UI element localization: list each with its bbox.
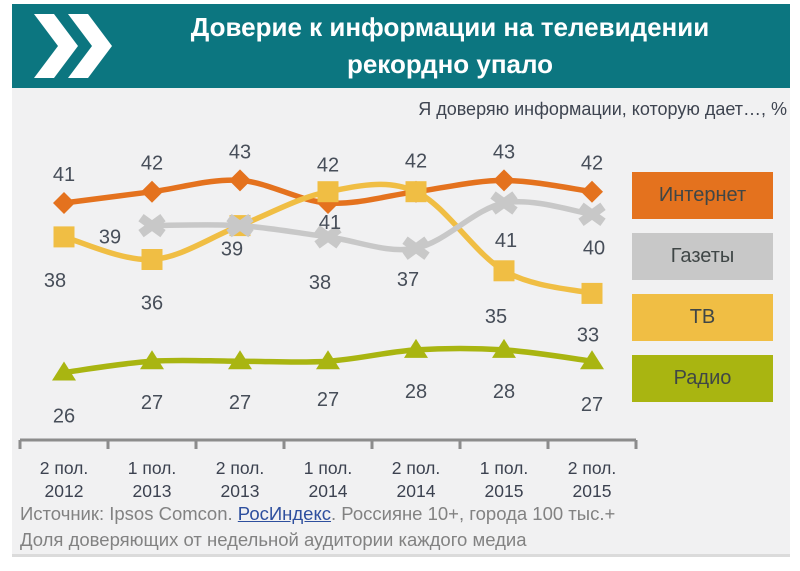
data-label: 27 (141, 392, 163, 414)
series-line-Газеты (149, 199, 595, 253)
data-label: 41 (495, 230, 517, 252)
x-marker (314, 225, 342, 249)
legend-item-Радио: Радио (632, 355, 773, 402)
data-label: 42 (405, 151, 427, 173)
x-axis-label: 1 пол. 2013 (128, 458, 177, 501)
square-marker (493, 260, 515, 282)
triangle-marker (404, 338, 428, 358)
data-label: 27 (229, 392, 251, 414)
source-text-prefix: Источник: Ipsos Comcon. (20, 503, 238, 524)
x-marker (578, 202, 606, 226)
square-marker (53, 226, 75, 248)
data-label: 28 (493, 381, 515, 403)
legend-item-Газеты: Газеты (632, 233, 773, 280)
x-marker (402, 236, 430, 260)
x-axis-label: 1 пол. 2014 (304, 458, 353, 501)
page-title-line1: Доверие к информации на телевидении (190, 12, 710, 42)
legend-item-Интернет: Интернет (632, 172, 773, 219)
page-title-line2: рекордно упало (346, 49, 554, 79)
triangle-marker (492, 338, 516, 358)
page-title: Доверие к информации на телевидении реко… (124, 9, 776, 83)
data-label: 41 (319, 212, 341, 234)
triangle-marker (140, 350, 164, 370)
square-marker (141, 249, 163, 270)
double-chevron-icon (34, 14, 112, 78)
data-label: 43 (229, 141, 251, 163)
data-label: 41 (53, 164, 75, 186)
data-label: 43 (493, 141, 515, 163)
triangle-marker (52, 361, 76, 381)
source-note: Источник: Ipsos Comcon. РосИндекс. Росси… (20, 501, 615, 553)
diamond-marker (53, 192, 75, 214)
data-label: 27 (581, 394, 603, 416)
x-axis-label: 2 пол. 2013 (216, 458, 265, 501)
data-label: 27 (317, 389, 339, 411)
square-marker (581, 282, 603, 304)
slide-panel: Доверие к информации на телевидении реко… (12, 4, 790, 557)
data-label: 26 (53, 406, 75, 428)
data-label: 42 (317, 155, 339, 177)
x-marker (226, 213, 254, 238)
data-label: 28 (405, 381, 427, 403)
x-axis-label: 2 пол. 2015 (568, 458, 617, 501)
data-label: 38 (44, 270, 66, 292)
rosindex-link[interactable]: РосИндекс (237, 503, 332, 524)
square-marker (405, 181, 427, 203)
data-label: 38 (309, 272, 331, 294)
triangle-marker (316, 350, 340, 370)
diamond-marker (141, 180, 163, 203)
data-label: 42 (141, 153, 163, 175)
data-label: 40 (583, 237, 605, 259)
chart-subtitle: Я доверяю информации, которую дает…, % (418, 99, 787, 119)
source-text-suffix: . Россияне 10+, города 100 тыс.+ (331, 503, 616, 524)
x-marker (138, 213, 166, 238)
x-axis-label: 2 пол. 2014 (392, 458, 441, 501)
source-line: Источник: Ipsos Comcon. РосИндекс. Росси… (20, 501, 615, 527)
data-label: 33 (577, 324, 599, 346)
chart-legend: Интернет Газеты ТВ Радио (632, 172, 773, 402)
square-marker (317, 181, 339, 203)
data-label: 35 (485, 306, 507, 328)
x-axis-label: 2 пол. 2012 (40, 458, 89, 501)
diamond-marker (229, 169, 251, 192)
data-label: 39 (221, 239, 243, 261)
data-label: 37 (397, 269, 419, 291)
diamond-marker (493, 169, 515, 192)
data-label: 36 (141, 293, 163, 315)
x-axis-label: 1 пол. 2015 (480, 458, 529, 501)
data-label: 39 (99, 227, 121, 249)
legend-item-ТВ: ТВ (632, 294, 773, 341)
diamond-marker (581, 180, 603, 203)
data-label: 42 (581, 153, 603, 175)
slide-header: Доверие к информации на телевидении реко… (12, 4, 790, 88)
trust-line-chart: 2 пол. 2012 1 пол. 2013 2 пол. 2013 1 пол. 2014… (18, 141, 638, 501)
triangle-marker (580, 350, 604, 370)
definition-line: Доля доверяющих от недельной аудитории к… (20, 529, 527, 550)
x-marker (490, 191, 518, 215)
triangle-marker (228, 350, 252, 370)
